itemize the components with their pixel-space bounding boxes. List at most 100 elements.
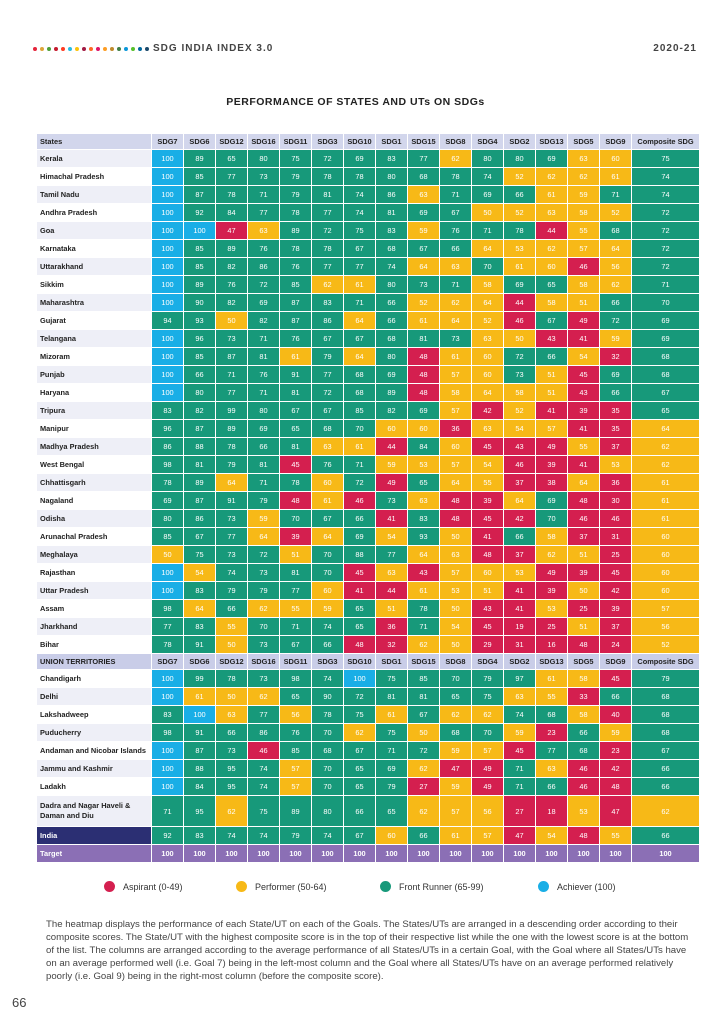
score-cell: 71	[343, 293, 376, 312]
score-cell: 89	[279, 221, 312, 240]
score-cell: 50	[215, 687, 248, 706]
score-cell: 77	[215, 527, 248, 546]
score-cell: 57	[439, 401, 472, 420]
heatmap-row: West Bengal 98 81 79 81 45 76 71 59 53 57 54 46 39 41 5…	[36, 455, 700, 474]
score-cell: 87	[279, 311, 312, 330]
score-cell: 100	[183, 705, 216, 724]
score-cell: 25	[567, 599, 600, 618]
score-cell: 100	[535, 844, 568, 863]
score-cell: 42	[471, 401, 504, 420]
score-cell: 89	[375, 383, 408, 402]
score-cell: 64	[343, 347, 376, 366]
score-cell: 68	[631, 347, 700, 366]
goal-column-header: SDG15	[407, 133, 440, 150]
score-cell: 60	[375, 826, 408, 845]
score-cell: 48	[439, 509, 472, 528]
heatmap-row: Uttar Pradesh 100 83 79 79 77 60 41 44 61 53 51 41 39…	[36, 581, 700, 600]
sdg-dot	[40, 47, 44, 51]
score-cell: 100	[343, 669, 376, 688]
score-cell: 72	[247, 545, 280, 564]
score-cell: 23	[599, 741, 632, 760]
score-cell: 83	[151, 705, 184, 724]
legend-item: Aspirant (0-49)	[104, 881, 183, 892]
score-cell: 77	[311, 203, 344, 222]
score-cell: 74	[375, 257, 408, 276]
score-cell: 81	[407, 687, 440, 706]
score-cell: 58	[535, 293, 568, 312]
legend-label: Aspirant (0-49)	[123, 881, 183, 892]
region-name: Punjab	[36, 365, 152, 384]
goal-column-header: SDG13	[535, 133, 568, 150]
score-cell: 63	[311, 437, 344, 456]
score-cell: 100	[343, 844, 376, 863]
score-cell: 80	[375, 347, 408, 366]
score-cell: 70	[631, 293, 700, 312]
score-cell: 100	[151, 759, 184, 778]
score-cell: 72	[599, 311, 632, 330]
score-cell: 91	[215, 491, 248, 510]
score-cell: 66	[599, 383, 632, 402]
score-cell: 55	[599, 826, 632, 845]
score-cell: 48	[567, 491, 600, 510]
score-cell: 67	[343, 239, 376, 258]
score-cell: 69	[535, 491, 568, 510]
score-cell: 41	[375, 509, 408, 528]
score-cell: 53	[567, 795, 600, 827]
score-cell: 63	[471, 329, 504, 348]
score-cell: 70	[311, 759, 344, 778]
score-cell: 44	[375, 581, 408, 600]
region-name: Lakshadweep	[36, 705, 152, 724]
score-cell: 57	[439, 455, 472, 474]
score-cell: 98	[151, 723, 184, 742]
score-cell: 66	[503, 527, 536, 546]
score-cell: 61	[503, 257, 536, 276]
score-cell: 52	[503, 401, 536, 420]
score-cell: 48	[599, 777, 632, 796]
score-cell: 65	[279, 419, 312, 438]
score-cell: 81	[183, 455, 216, 474]
score-cell: 30	[599, 491, 632, 510]
legend-label: Achiever (100)	[557, 881, 616, 892]
score-cell: 100	[151, 563, 184, 582]
score-cell: 50	[215, 311, 248, 330]
score-cell: 72	[631, 239, 700, 258]
score-cell: 66	[215, 599, 248, 618]
score-cell: 84	[215, 203, 248, 222]
score-cell: 69	[375, 365, 408, 384]
score-cell: 53	[407, 455, 440, 474]
sdg-dot	[138, 47, 142, 51]
score-cell: 39	[567, 563, 600, 582]
score-cell: 48	[471, 545, 504, 564]
score-cell: 61	[407, 581, 440, 600]
score-cell: 53	[535, 599, 568, 618]
goal-column-header: SDG13	[535, 653, 568, 670]
score-cell: 75	[343, 705, 376, 724]
score-cell: 83	[375, 221, 408, 240]
score-cell: 74	[631, 167, 700, 186]
score-cell: 68	[599, 221, 632, 240]
region-name: Tripura	[36, 401, 152, 420]
score-cell: 70	[311, 723, 344, 742]
score-cell: 36	[375, 617, 408, 636]
score-cell: 71	[247, 329, 280, 348]
score-cell: 37	[599, 437, 632, 456]
goal-column-header: SDG9	[599, 133, 632, 150]
score-cell: 65	[343, 617, 376, 636]
score-cell: 67	[279, 401, 312, 420]
score-cell: 60	[471, 347, 504, 366]
score-cell: 82	[183, 401, 216, 420]
goal-column-header: SDG1	[375, 653, 408, 670]
score-cell: 85	[183, 167, 216, 186]
score-cell: 64	[439, 311, 472, 330]
score-cell: 51	[279, 545, 312, 564]
score-cell: 98	[151, 599, 184, 618]
score-cell: 42	[599, 759, 632, 778]
score-cell: 73	[407, 275, 440, 294]
score-cell: 51	[567, 617, 600, 636]
score-cell: 62	[535, 167, 568, 186]
score-cell: 81	[375, 687, 408, 706]
sdg-heatmap-table: States SDG7 SDG6 SDG12 SDG16 SDG11 SDG3 SDG10 SD…	[36, 133, 700, 863]
score-cell: 73	[503, 365, 536, 384]
score-cell: 83	[183, 581, 216, 600]
score-cell: 50	[439, 527, 472, 546]
